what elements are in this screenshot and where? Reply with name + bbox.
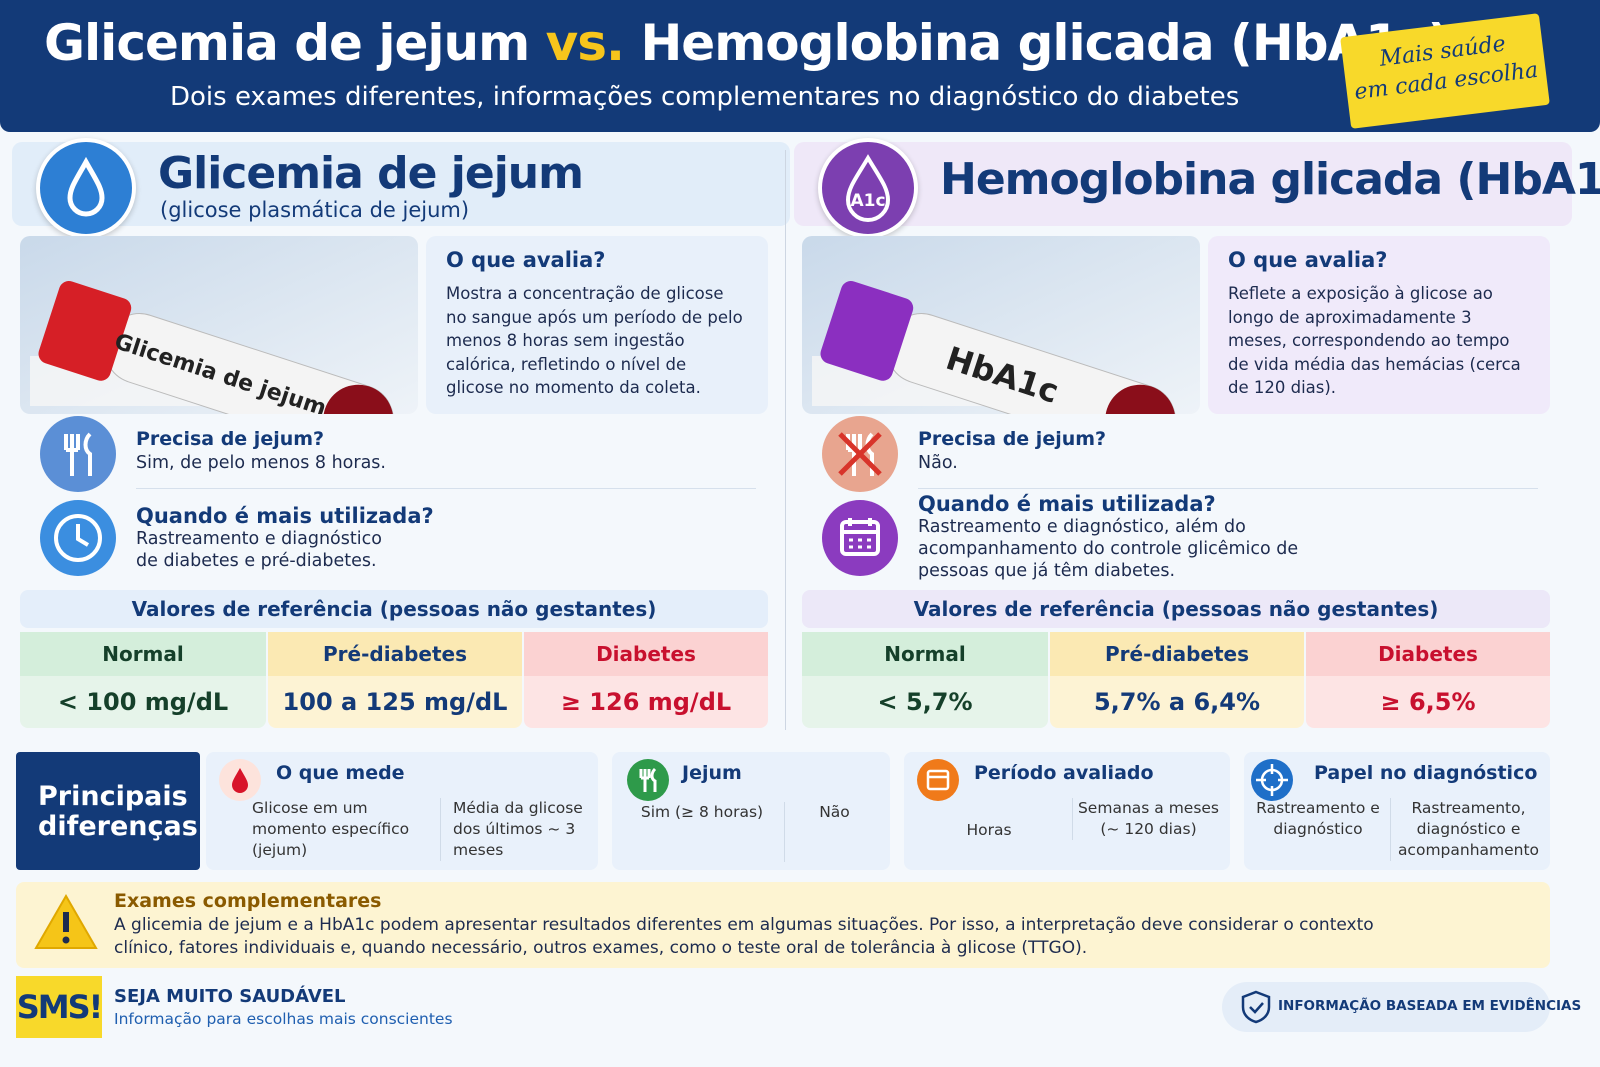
tube-image: Glicemia de jejum: [20, 236, 418, 414]
difference-left: Horas: [966, 821, 1012, 839]
ref-header: Normal: [20, 632, 266, 676]
ref-header: Pré-diabetes: [268, 632, 522, 676]
fasting-question: Precisa de jejum?: [918, 428, 1107, 450]
difference-card: Papel no diagnóstico Rastreamento e diag…: [1244, 752, 1550, 870]
ref-header: Diabetes: [524, 632, 768, 676]
ref-cell: Diabetes ≥ 6,5%: [1306, 632, 1550, 728]
ref-cell: Pré-diabetes 5,7% a 6,4%: [1050, 632, 1304, 728]
ref-value: ≥ 126 mg/dL: [560, 688, 732, 716]
ref-value: 100 a 125 mg/dL: [282, 688, 508, 716]
difference-title: O que mede: [276, 762, 405, 784]
difference-right: Não: [784, 802, 884, 862]
ref-value: < 100 mg/dL: [57, 688, 229, 716]
what-box: O que avalia? Mostra a concentração de g…: [426, 236, 768, 414]
difference-title: Papel no diagnóstico: [1314, 762, 1538, 784]
difference-right: Rastreamento, diagnóstico e acompanhamen…: [1390, 798, 1546, 861]
title-vs: vs.: [545, 14, 625, 72]
left-panel: Glicemia de jejum (glicose plasmática de…: [12, 138, 790, 742]
note-text: A glicemia de jejum e a HbA1c podem apre…: [114, 915, 1374, 958]
title-part: Hemoglobina glicada (HbA1c): [640, 14, 1450, 72]
differences-label: Principais diferenças: [16, 752, 200, 870]
subtitle: Dois exames diferentes, informações comp…: [170, 82, 1240, 112]
what-title: O que avalia?: [446, 248, 606, 272]
ref-cell: Pré-diabetes 100 a 125 mg/dL: [268, 632, 522, 728]
panel-title: Glicemia de jejum: [158, 148, 584, 199]
difference-card: Período avaliado Horas Semanas a meses (…: [904, 752, 1230, 870]
note-title: Exames complementares: [114, 890, 382, 912]
header: Glicemia de jejum vs. Hemoglobina glicad…: [0, 0, 1600, 132]
when-question: Quando é mais utilizada?: [136, 504, 434, 528]
ref-header: Diabetes: [1306, 632, 1550, 676]
when-question: Quando é mais utilizada?: [918, 492, 1216, 516]
panel-header: [12, 142, 790, 226]
ref-value: ≥ 6,5%: [1380, 688, 1476, 716]
panel-header: [794, 142, 1572, 226]
what-box: O que avalia? Reflete a exposição à glic…: [1208, 236, 1550, 414]
a1c-icon: A1c: [818, 138, 918, 238]
fasting-answer: Sim, de pelo menos 8 horas.: [136, 453, 386, 473]
when-answer: Rastreamento e diagnóstico, além do acom…: [918, 517, 1299, 581]
clock-icon: [40, 500, 116, 576]
ref-value: < 5,7%: [877, 688, 973, 716]
tube-image: HbA1c: [802, 236, 1200, 414]
evidence-badge: INFORMAÇÃO BASEADA EM EVIDÊNCIAS: [1222, 982, 1581, 1032]
no-fasting-icon: [822, 416, 898, 492]
drop-icon: [36, 138, 136, 238]
title: Glicemia de jejum vs. Hemoglobina glicad…: [44, 14, 1450, 72]
fasting-question: Precisa de jejum?: [136, 428, 325, 450]
ref-header: Normal: [802, 632, 1048, 676]
fasting-answer: Não.: [918, 453, 958, 473]
what-text: Reflete a exposição à glicose ao longo d…: [1228, 284, 1521, 397]
panel-subtitle: (glicose plasmática de jejum): [160, 198, 470, 222]
difference-title: Jejum: [682, 762, 742, 784]
difference-right: Média da glicose dos últimos ~ 3 meses: [440, 798, 590, 861]
difference-left: Glicose em um momento específico (jejum): [252, 799, 410, 859]
evidence-text: INFORMAÇÃO BASEADA EM EVIDÊNCIAS: [1278, 998, 1582, 1014]
reference-title: Valores de referência (pessoas não gesta…: [20, 590, 768, 628]
difference-left: Sim (≥ 8 horas): [640, 803, 764, 821]
icon-text: A1c: [850, 191, 885, 211]
right-panel: A1c Hemoglobina glicada (HbA1c) HbA1c O …: [794, 138, 1600, 742]
ref-cell: Diabetes ≥ 126 mg/dL: [524, 632, 768, 728]
when-answer: Rastreamento e diagnóstico de diabetes e…: [136, 529, 382, 571]
cutlery-icon: [40, 416, 116, 492]
difference-title: Período avaliado: [974, 762, 1154, 784]
logo: SMS!: [16, 976, 103, 1038]
what-text: Mostra a concentração de glicose no sang…: [446, 284, 743, 397]
ref-header: Pré-diabetes: [1050, 632, 1304, 676]
difference-left: Rastreamento e diagnóstico: [1256, 799, 1380, 838]
brand-tagline: Informação para escolhas mais consciente…: [114, 1010, 453, 1028]
ref-value: 5,7% a 6,4%: [1093, 688, 1261, 716]
note-box: Exames complementares A glicemia de jeju…: [16, 882, 1550, 968]
calendar-icon: [822, 500, 898, 576]
difference-right: Semanas a meses (~ 120 dias): [1072, 798, 1224, 840]
ref-cell: Normal < 5,7%: [802, 632, 1048, 728]
brand-name: SEJA MUITO SAUDÁVEL: [114, 986, 346, 1007]
reference-title: Valores de referência (pessoas não gesta…: [802, 590, 1550, 628]
difference-card: Jejum Sim (≥ 8 horas) Não: [612, 752, 890, 870]
what-title: O que avalia?: [1228, 248, 1388, 272]
title-part: Glicemia de jejum: [44, 14, 530, 72]
panel-title: Hemoglobina glicada (HbA1c): [940, 154, 1600, 205]
difference-card: O que mede Glicose em um momento específ…: [206, 752, 598, 870]
ref-cell: Normal < 100 mg/dL: [20, 632, 266, 728]
